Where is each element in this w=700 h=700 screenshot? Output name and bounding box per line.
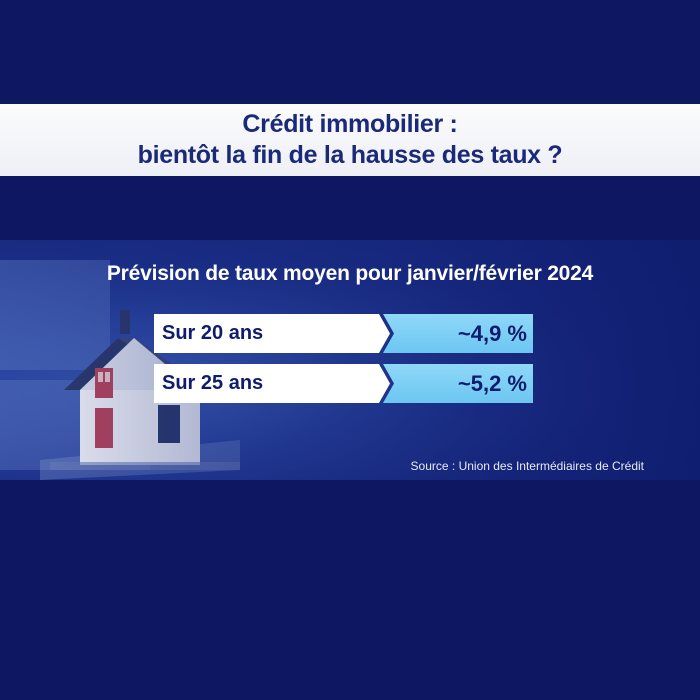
rate-label-box (154, 364, 390, 403)
title-band: Crédit immobilier : bientôt la fin de la… (0, 104, 700, 176)
rate-value-box: ~5,2 % (383, 364, 533, 403)
source-note: Source : Union des Intermédiaires de Cré… (410, 459, 644, 473)
panel-subtitle: Prévision de taux moyen pour janvier/fév… (106, 262, 594, 285)
rate-row-20: Sur 20 ans ~4,9 % (154, 314, 533, 353)
title-line-2: bientôt la fin de la hausse des taux ? (137, 141, 563, 169)
rate-forecast-panel: Prévision de taux moyen pour janvier/fév… (0, 240, 700, 480)
rate-row-25: Sur 25 ans ~5,2 % (154, 364, 533, 403)
rate-label-box (154, 314, 390, 353)
panel-shade (0, 240, 700, 480)
rate-value: ~4,9 % (457, 321, 527, 346)
rate-label: Sur 25 ans (162, 372, 264, 394)
rate-label: Sur 20 ans (162, 322, 264, 344)
title-line-1: Crédit immobilier : (242, 110, 458, 138)
rate-value-box: ~4,9 % (383, 314, 533, 353)
rate-value: ~5,2 % (457, 371, 527, 396)
